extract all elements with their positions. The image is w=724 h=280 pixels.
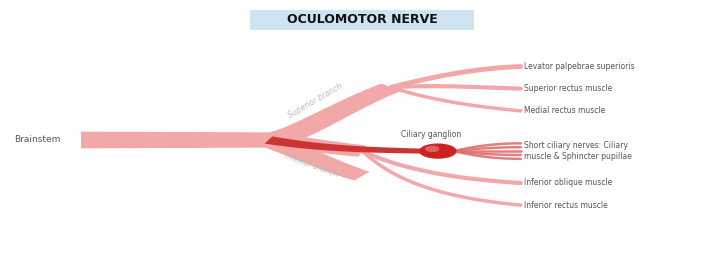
Text: Inferior rectus muscle: Inferior rectus muscle [524,201,608,210]
Text: Ciliary ganglion: Ciliary ganglion [400,130,460,139]
Polygon shape [257,136,370,180]
Text: Superior rectus muscle: Superior rectus muscle [524,84,613,93]
Polygon shape [264,84,400,147]
FancyBboxPatch shape [251,10,474,31]
Text: Brainstem: Brainstem [14,136,61,144]
Polygon shape [81,132,269,148]
Text: Medial rectus muscle: Medial rectus muscle [524,106,605,115]
Polygon shape [264,136,422,154]
Polygon shape [264,133,366,157]
Circle shape [420,144,456,158]
Text: OCULOMOTOR NERVE: OCULOMOTOR NERVE [287,13,437,27]
Text: Inferior oblique muscle: Inferior oblique muscle [524,178,613,188]
Text: Superior branch: Superior branch [287,81,344,120]
Text: Inferior branch: Inferior branch [284,151,340,179]
Circle shape [426,146,439,151]
Text: Short ciliary nerves: Ciliary
muscle & Sphincter pupillae: Short ciliary nerves: Ciliary muscle & S… [524,141,632,161]
Text: Levator palpebrae superioris: Levator palpebrae superioris [524,62,635,71]
